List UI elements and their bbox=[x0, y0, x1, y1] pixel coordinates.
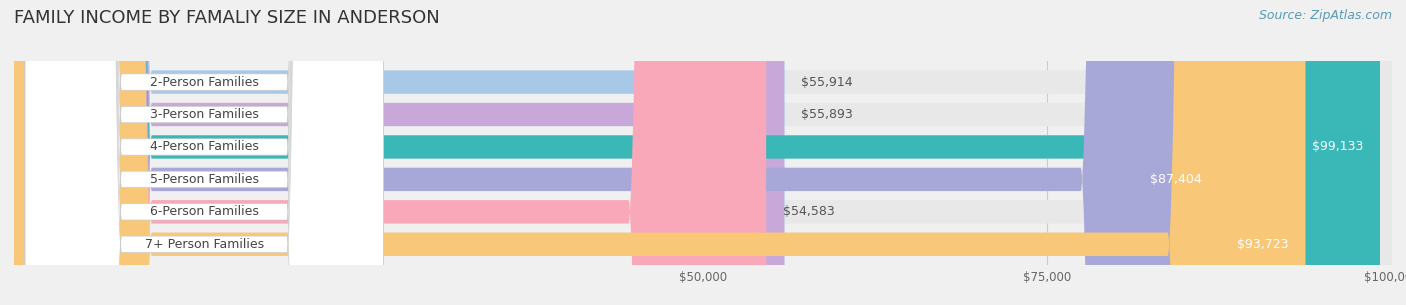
FancyBboxPatch shape bbox=[25, 0, 384, 305]
Text: Source: ZipAtlas.com: Source: ZipAtlas.com bbox=[1258, 9, 1392, 22]
Text: FAMILY INCOME BY FAMALIY SIZE IN ANDERSON: FAMILY INCOME BY FAMALIY SIZE IN ANDERSO… bbox=[14, 9, 440, 27]
FancyBboxPatch shape bbox=[25, 0, 384, 305]
Text: 6-Person Families: 6-Person Families bbox=[150, 205, 259, 218]
FancyBboxPatch shape bbox=[14, 0, 1392, 305]
FancyBboxPatch shape bbox=[14, 0, 1381, 305]
FancyBboxPatch shape bbox=[14, 0, 1305, 305]
FancyBboxPatch shape bbox=[14, 0, 1392, 305]
FancyBboxPatch shape bbox=[14, 0, 785, 305]
FancyBboxPatch shape bbox=[14, 0, 1392, 305]
Text: 4-Person Families: 4-Person Families bbox=[150, 141, 259, 153]
FancyBboxPatch shape bbox=[14, 0, 766, 305]
Text: $55,893: $55,893 bbox=[801, 108, 852, 121]
FancyBboxPatch shape bbox=[14, 0, 1392, 305]
FancyBboxPatch shape bbox=[14, 0, 1392, 305]
Text: $54,583: $54,583 bbox=[783, 205, 834, 218]
Text: $99,133: $99,133 bbox=[1312, 141, 1364, 153]
FancyBboxPatch shape bbox=[25, 0, 384, 305]
Text: 2-Person Families: 2-Person Families bbox=[150, 76, 259, 88]
FancyBboxPatch shape bbox=[25, 0, 384, 305]
Text: 7+ Person Families: 7+ Person Families bbox=[145, 238, 264, 251]
Text: $55,914: $55,914 bbox=[801, 76, 852, 88]
Text: $87,404: $87,404 bbox=[1150, 173, 1202, 186]
Text: 3-Person Families: 3-Person Families bbox=[150, 108, 259, 121]
Text: $93,723: $93,723 bbox=[1237, 238, 1289, 251]
Text: 5-Person Families: 5-Person Families bbox=[149, 173, 259, 186]
FancyBboxPatch shape bbox=[14, 0, 1392, 305]
FancyBboxPatch shape bbox=[25, 0, 384, 305]
FancyBboxPatch shape bbox=[25, 0, 384, 305]
FancyBboxPatch shape bbox=[14, 0, 1219, 305]
FancyBboxPatch shape bbox=[14, 0, 785, 305]
